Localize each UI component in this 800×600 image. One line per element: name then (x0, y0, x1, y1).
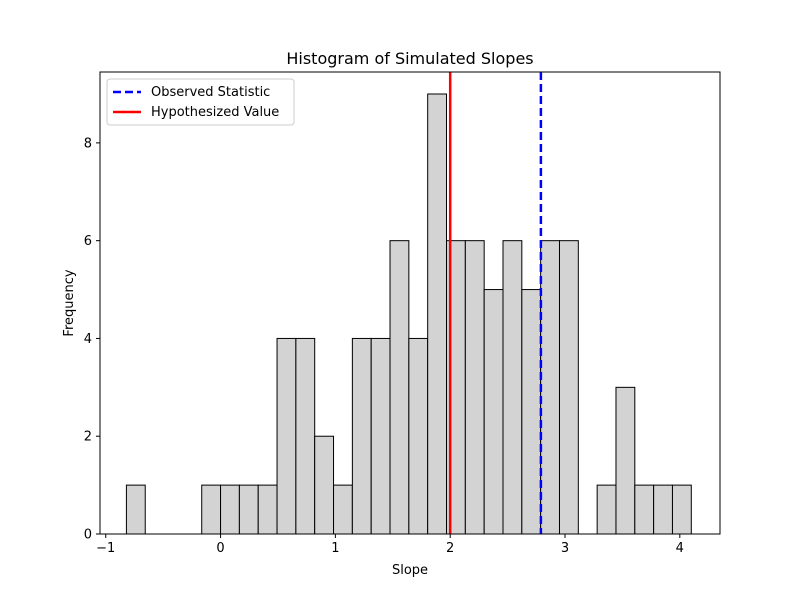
chart-title: Histogram of Simulated Slopes (286, 49, 533, 68)
histogram-bar (615, 386, 636, 535)
histogram-bar (653, 484, 673, 535)
histogram-bar (540, 240, 560, 535)
histogram-bar (295, 337, 316, 535)
histogram-bar (634, 484, 655, 535)
y-tick-label: 2 (84, 430, 92, 445)
y-tick-label: 4 (84, 332, 92, 347)
histogram-bar (427, 93, 448, 535)
x-tick-label: 2 (446, 541, 454, 556)
histogram-bar (464, 240, 485, 535)
histogram-bar (389, 240, 410, 535)
x-tick-label: −1 (96, 541, 115, 556)
histogram-bar (333, 484, 353, 535)
y-tick-label: 0 (84, 528, 92, 543)
histogram-bar (671, 484, 692, 535)
y-tick-label: 6 (84, 234, 92, 249)
histogram-bar (558, 240, 579, 535)
histogram-bar (257, 484, 278, 535)
legend-box (106, 78, 295, 126)
histogram-bar (238, 484, 259, 535)
x-tick-label: 1 (331, 541, 339, 556)
legend: Observed Statistic Hypothesized Value (106, 78, 295, 126)
histogram-bar (502, 240, 523, 535)
x-axis-label: Slope (392, 563, 428, 578)
reference-lines-layer (448, 72, 543, 534)
y-tick-label: 8 (84, 136, 92, 151)
bars-layer (125, 93, 692, 535)
histogram-bar (201, 484, 222, 535)
plot-frame (99, 71, 721, 535)
y-axis-ticks: 0 2 4 6 8 (84, 136, 100, 543)
legend-label-hypothesized-value: Hypothesized Value (151, 105, 279, 120)
histogram-bar (220, 484, 240, 535)
histogram-bar (483, 289, 504, 535)
histogram-bar (370, 337, 391, 535)
histogram-bar (521, 289, 542, 535)
histogram-bar (125, 484, 146, 535)
x-tick-label: 3 (561, 541, 569, 556)
y-axis-label: Frequency (62, 269, 77, 336)
histogram-bar (351, 337, 372, 535)
histogram-bar (314, 435, 335, 535)
legend-label-observed-statistic: Observed Statistic (151, 85, 270, 100)
x-axis-ticks: −1 0 1 2 3 4 (96, 534, 684, 556)
histogram-bar (408, 337, 429, 535)
x-tick-label: 0 (216, 541, 224, 556)
x-tick-label: 4 (676, 541, 684, 556)
histogram-bar (596, 484, 617, 535)
histogram-bar (276, 337, 297, 535)
